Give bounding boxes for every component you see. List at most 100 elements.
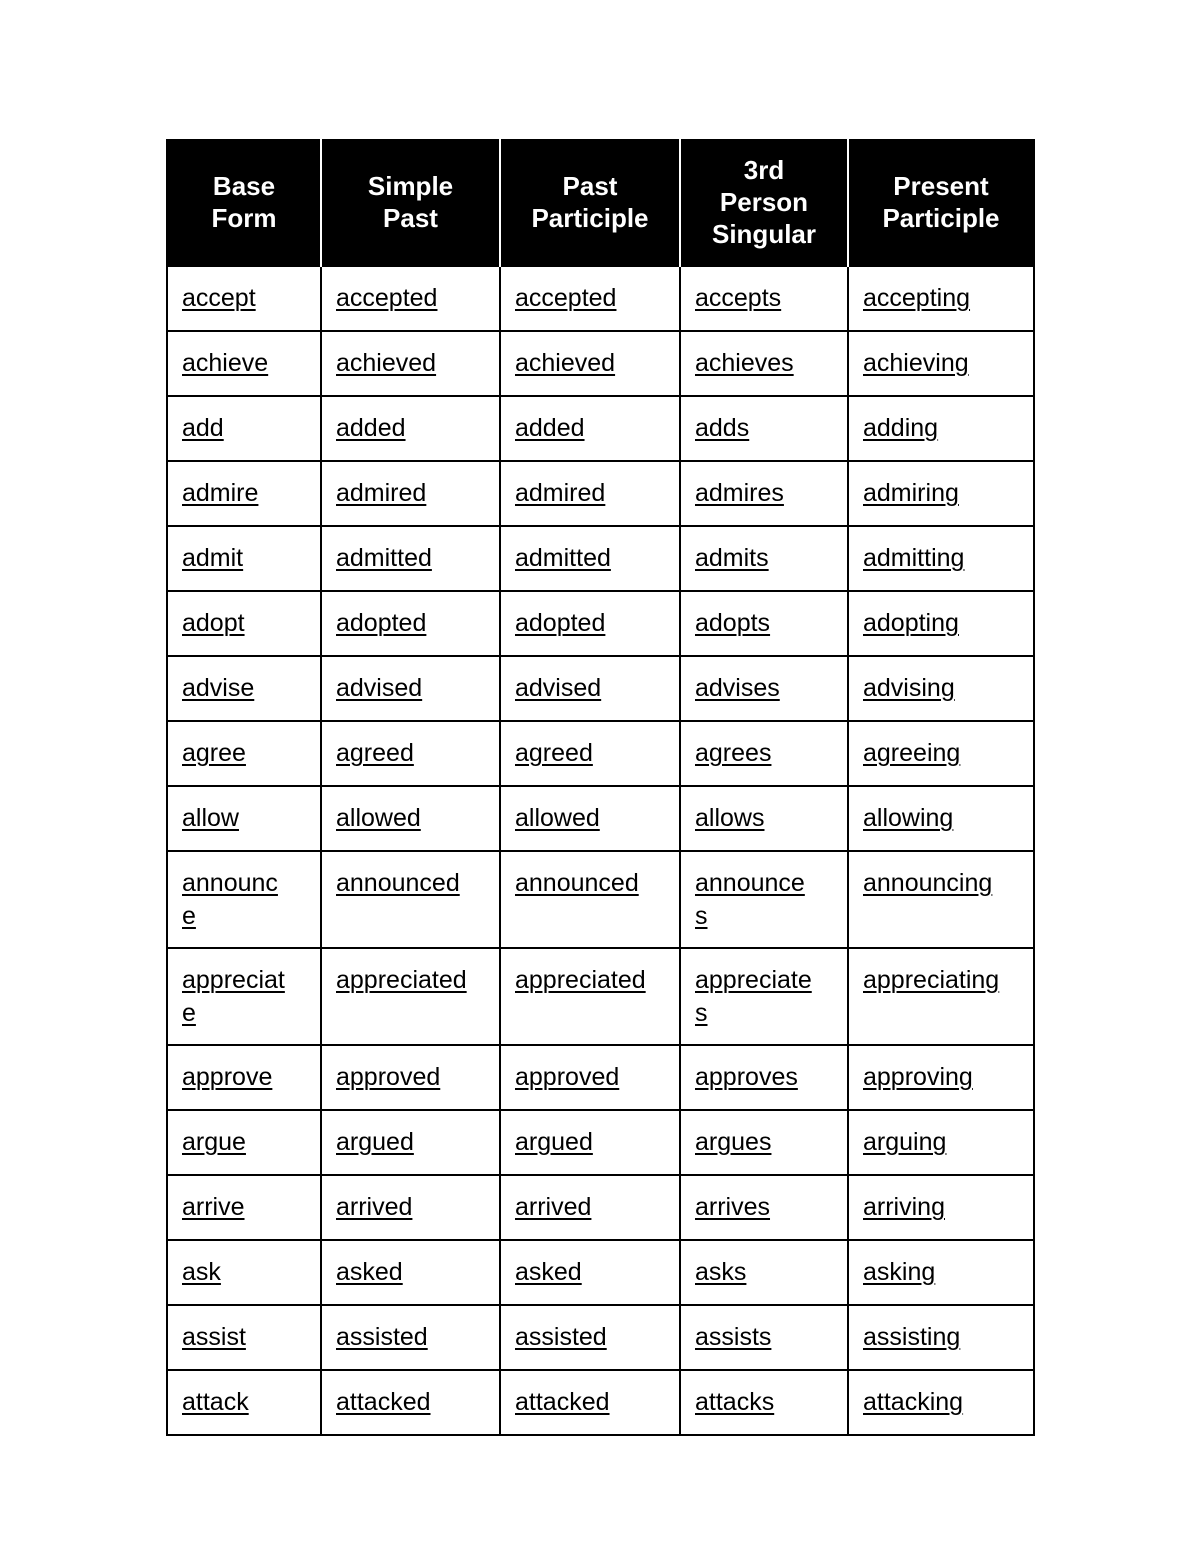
verb-link[interactable]: agrees [695, 739, 772, 767]
cell-simple-past: asked [320, 1239, 501, 1306]
verb-link[interactable]: argue [182, 1128, 246, 1156]
verb-link[interactable]: allowed [515, 804, 600, 832]
cell-present-participle: appreciating [847, 947, 1035, 1046]
verb-link[interactable]: appreciat e [182, 966, 285, 1027]
verb-link[interactable]: asks [695, 1258, 747, 1286]
cell-past-participle: agreed [499, 720, 681, 787]
verb-link[interactable]: admired [336, 479, 427, 507]
table-row: add added added adds adding [166, 395, 1035, 462]
verb-link[interactable]: advises [695, 674, 780, 702]
cell-base-form: admit [166, 525, 322, 592]
verb-link[interactable]: announc e [182, 869, 278, 930]
verb-link[interactable]: achieving [863, 349, 969, 377]
verb-link[interactable]: argued [515, 1128, 593, 1156]
verb-link[interactable]: allowed [336, 804, 421, 832]
verb-link[interactable]: announced [515, 869, 639, 897]
verb-link[interactable]: added [336, 414, 406, 442]
verb-link[interactable]: arrived [515, 1193, 592, 1221]
verb-link[interactable]: adopting [863, 609, 959, 637]
cell-simple-past: appreciated [320, 947, 501, 1046]
verb-link[interactable]: appreciate s [695, 966, 812, 1027]
verb-link[interactable]: arrived [336, 1193, 413, 1221]
verb-link[interactable]: allow [182, 804, 239, 832]
verb-link[interactable]: adopted [336, 609, 427, 637]
verb-link[interactable]: assisting [863, 1323, 961, 1351]
verb-link[interactable]: adopted [515, 609, 606, 637]
verb-link[interactable]: agreeing [863, 739, 961, 767]
cell-past-participle: attacked [499, 1369, 681, 1436]
verb-link[interactable]: arrive [182, 1193, 245, 1221]
verb-link[interactable]: admits [695, 544, 769, 572]
verb-link[interactable]: announcing [863, 869, 993, 897]
verb-link[interactable]: accepts [695, 284, 782, 312]
verb-link[interactable]: allowing [863, 804, 954, 832]
verb-link[interactable]: appreciating [863, 966, 1000, 994]
verb-link[interactable]: admitting [863, 544, 965, 572]
verb-link[interactable]: allows [695, 804, 765, 832]
verb-link[interactable]: advised [515, 674, 602, 702]
verb-link[interactable]: approving [863, 1063, 973, 1091]
verb-link[interactable]: asking [863, 1258, 936, 1286]
verb-link[interactable]: adopts [695, 609, 771, 637]
verb-link[interactable]: arrives [695, 1193, 771, 1221]
verb-link[interactable]: approved [515, 1063, 620, 1091]
cell-present-participle: allowing [847, 785, 1035, 852]
verb-link[interactable]: advising [863, 674, 955, 702]
verb-link[interactable]: attacked [515, 1388, 610, 1416]
cell-simple-past: arrived [320, 1174, 501, 1241]
verb-link[interactable]: assisted [515, 1323, 607, 1351]
verb-link[interactable]: admiring [863, 479, 959, 507]
verb-link[interactable]: adopt [182, 609, 245, 637]
verb-link[interactable]: argued [336, 1128, 414, 1156]
cell-base-form: attack [166, 1369, 322, 1436]
verb-link[interactable]: added [515, 414, 585, 442]
verb-link[interactable]: accepting [863, 284, 971, 312]
verb-link[interactable]: approved [336, 1063, 441, 1091]
verb-link[interactable]: advise [182, 674, 255, 702]
verb-link[interactable]: agree [182, 739, 246, 767]
verb-link[interactable]: assists [695, 1323, 772, 1351]
verb-link[interactable]: announce s [695, 869, 805, 930]
verb-link[interactable]: advised [336, 674, 423, 702]
cell-third-person: argues [679, 1109, 849, 1176]
verb-link[interactable]: attacks [695, 1388, 775, 1416]
verb-link[interactable]: asked [515, 1258, 582, 1286]
table-row: agree agreed agreed agrees agreeing [166, 720, 1035, 787]
verb-link[interactable]: accepted [515, 284, 617, 312]
verb-link[interactable]: accept [182, 284, 256, 312]
verb-link[interactable]: agreed [336, 739, 414, 767]
verb-link[interactable]: achieved [515, 349, 616, 377]
verb-link[interactable]: admitted [515, 544, 611, 572]
cell-base-form: adopt [166, 590, 322, 657]
verb-link[interactable]: arguing [863, 1128, 947, 1156]
verb-link[interactable]: asked [336, 1258, 403, 1286]
verb-link[interactable]: achieves [695, 349, 794, 377]
verb-link[interactable]: achieve [182, 349, 269, 377]
verb-link[interactable]: assisted [336, 1323, 428, 1351]
verb-link[interactable]: agreed [515, 739, 593, 767]
verb-link[interactable]: admired [515, 479, 606, 507]
verb-link[interactable]: attack [182, 1388, 249, 1416]
verb-link[interactable]: admitted [336, 544, 432, 572]
verb-link[interactable]: arriving [863, 1193, 945, 1221]
verb-link[interactable]: admires [695, 479, 784, 507]
verb-link[interactable]: adds [695, 414, 750, 442]
verb-link[interactable]: approve [182, 1063, 273, 1091]
cell-base-form: achieve [166, 330, 322, 397]
verb-link[interactable]: appreciated [336, 966, 467, 994]
cell-base-form: arrive [166, 1174, 322, 1241]
verb-link[interactable]: admire [182, 479, 259, 507]
verb-link[interactable]: approves [695, 1063, 798, 1091]
verb-link[interactable]: appreciated [515, 966, 646, 994]
verb-link[interactable]: adding [863, 414, 939, 442]
verb-link[interactable]: accepted [336, 284, 438, 312]
verb-link[interactable]: add [182, 414, 224, 442]
verb-link[interactable]: admit [182, 544, 244, 572]
verb-link[interactable]: attacking [863, 1388, 964, 1416]
verb-link[interactable]: ask [182, 1258, 221, 1286]
verb-link[interactable]: assist [182, 1323, 246, 1351]
verb-link[interactable]: announced [336, 869, 460, 897]
verb-link[interactable]: argues [695, 1128, 772, 1156]
verb-link[interactable]: attacked [336, 1388, 431, 1416]
verb-link[interactable]: achieved [336, 349, 437, 377]
